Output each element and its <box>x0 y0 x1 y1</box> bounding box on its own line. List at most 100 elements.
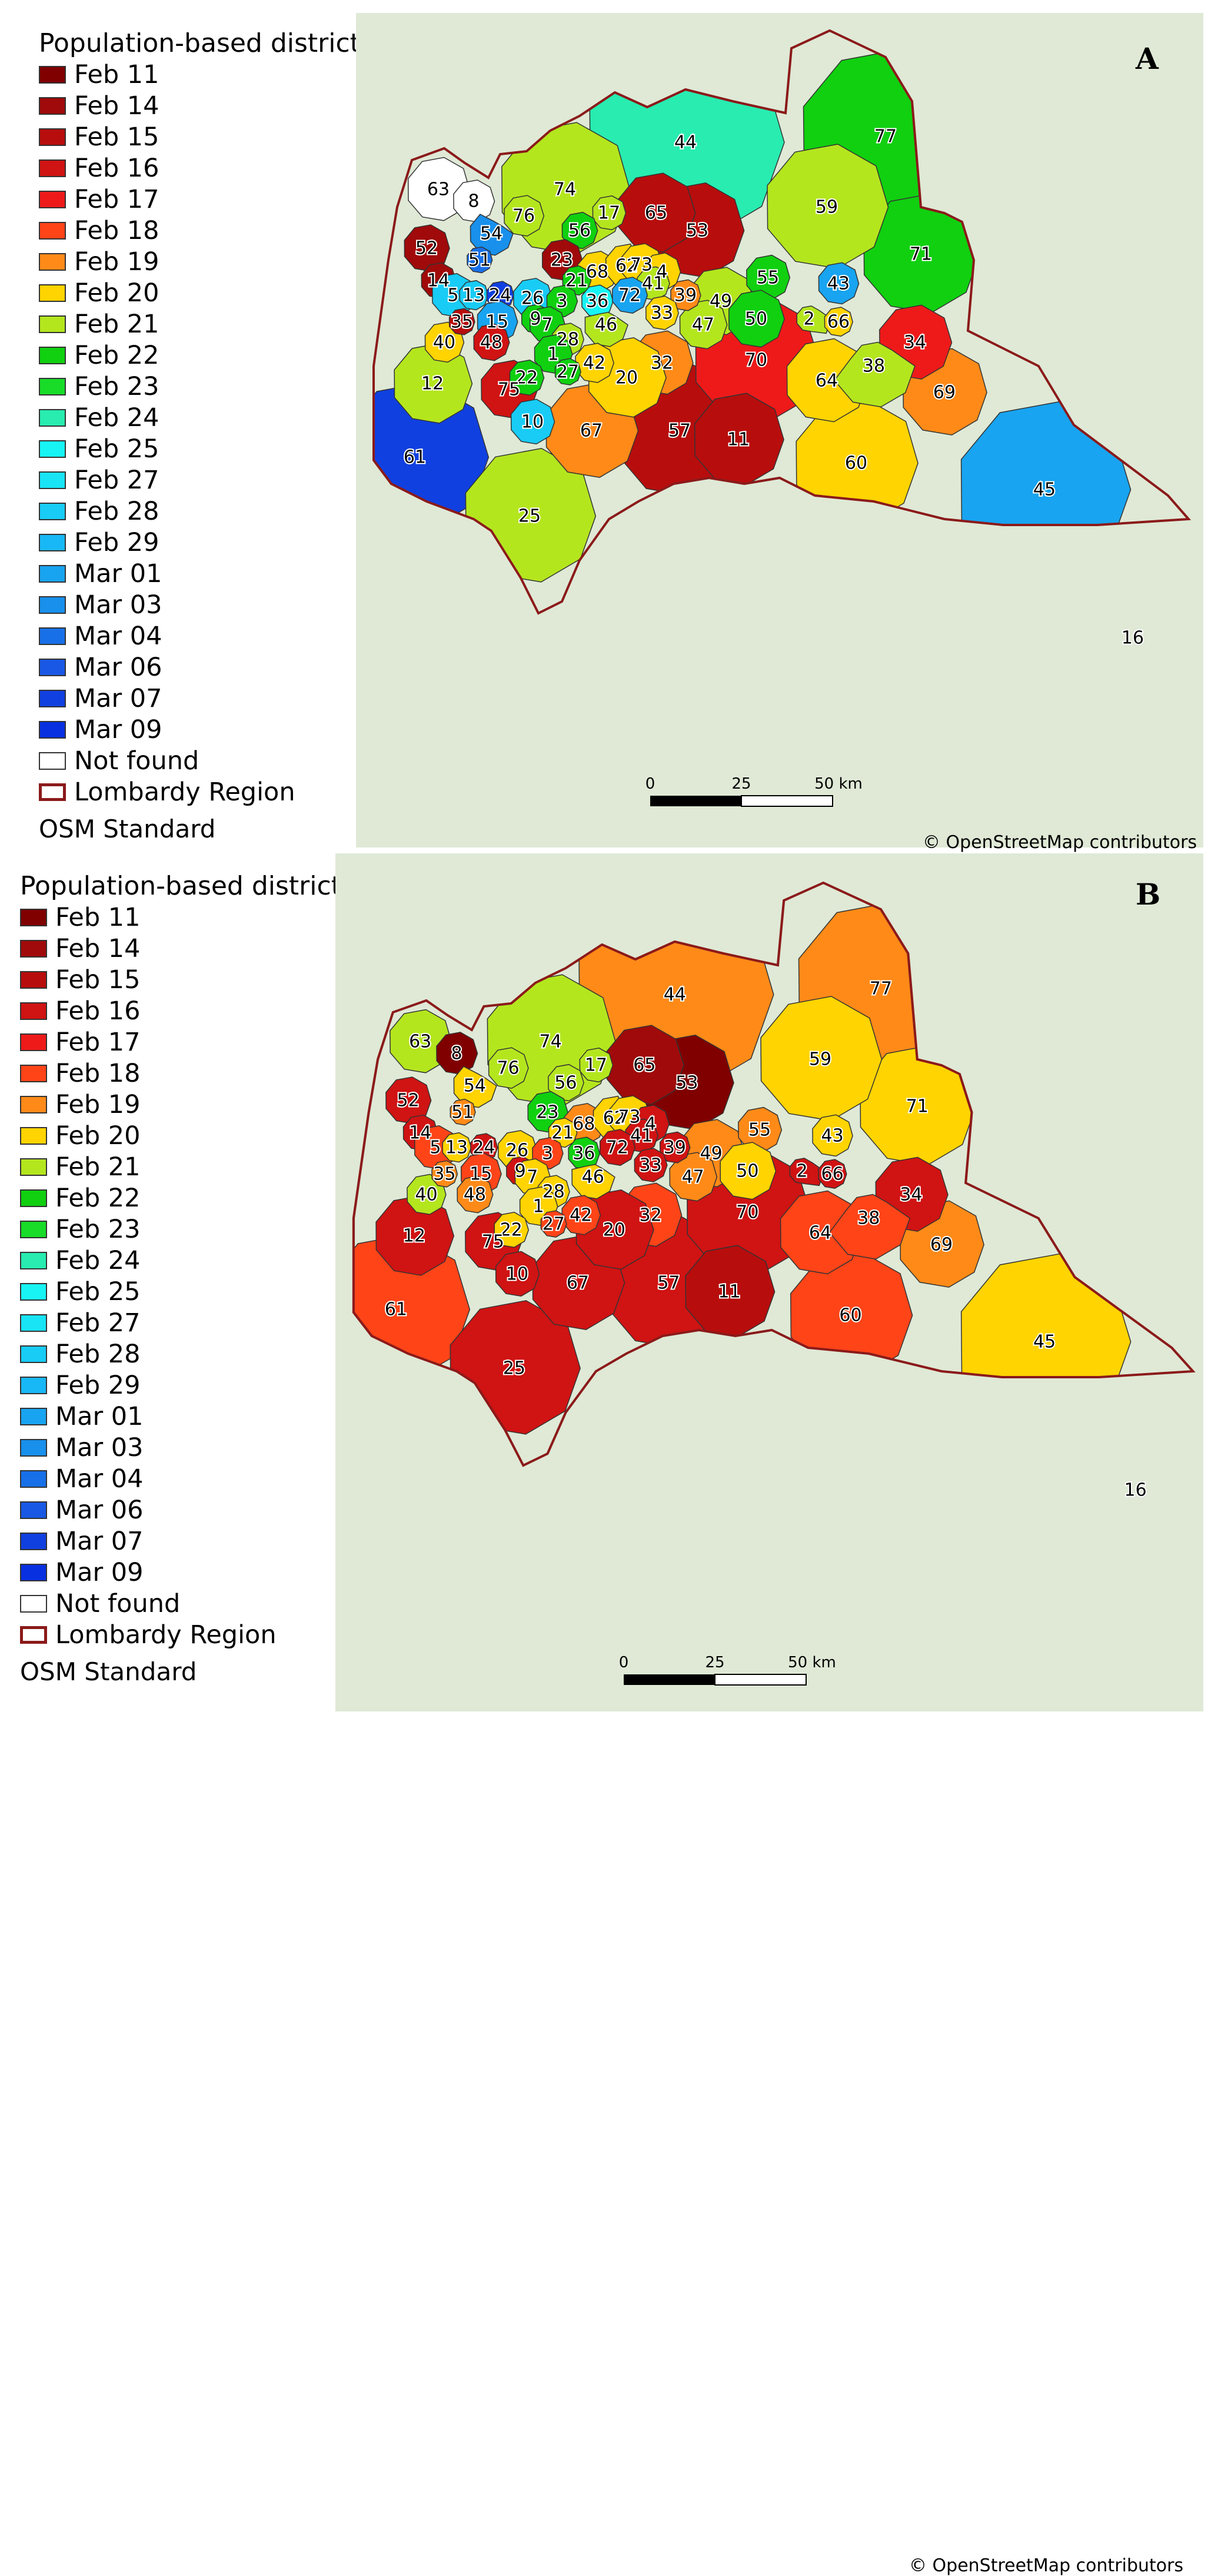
district-64[interactable] <box>786 338 868 423</box>
district-50[interactable] <box>728 290 785 348</box>
map-canvas[interactable]: 63 8 16 44 77 74 76 17 56 65 53 59 71 54 52 23 68 62 73 51 4… <box>356 13 1203 847</box>
district-76[interactable] <box>504 195 545 237</box>
legend-swatch <box>39 564 66 583</box>
district-51[interactable] <box>450 1098 476 1126</box>
district-label: 56 <box>568 221 591 241</box>
legend-swatch <box>39 284 66 302</box>
scale-bar-segment <box>624 1674 715 1685</box>
district-47[interactable] <box>679 300 728 350</box>
district-label: 39 <box>674 285 697 306</box>
district-17[interactable] <box>592 195 627 231</box>
district-72[interactable] <box>599 1129 636 1166</box>
legend-label: Feb 15 <box>55 965 141 995</box>
district-38[interactable] <box>834 341 916 408</box>
district-66[interactable] <box>824 307 853 337</box>
district-label: 49 <box>700 1144 723 1164</box>
district-38[interactable] <box>828 1194 911 1260</box>
district-label: 34 <box>900 1185 922 1205</box>
legend-swatch <box>39 252 66 271</box>
district-54[interactable] <box>470 214 514 256</box>
district-label: 52 <box>397 1091 420 1111</box>
district-10[interactable] <box>510 398 555 445</box>
district-22[interactable] <box>509 360 545 396</box>
district-label: 15 <box>486 312 508 333</box>
district-label: 3 <box>556 291 567 312</box>
district-39[interactable] <box>670 279 701 311</box>
district-27[interactable] <box>554 358 581 385</box>
district-64[interactable] <box>780 1190 862 1275</box>
district-label: 46 <box>582 1167 604 1188</box>
district-35[interactable] <box>431 1160 458 1188</box>
district-label: 38 <box>857 1208 880 1229</box>
district-56[interactable] <box>561 211 598 250</box>
district-13[interactable] <box>459 280 489 311</box>
district-35[interactable] <box>448 308 475 335</box>
district-label: 44 <box>674 132 697 153</box>
district-13[interactable] <box>442 1132 472 1163</box>
district-27[interactable] <box>540 1210 567 1238</box>
district-2[interactable] <box>796 305 832 334</box>
district-55[interactable] <box>738 1106 783 1152</box>
district-48[interactable] <box>457 1175 494 1214</box>
legend-item: Mar 06 <box>12 652 365 683</box>
district-51[interactable] <box>467 246 493 274</box>
district-11[interactable] <box>694 393 784 486</box>
legend-item: Mar 01 <box>18 1401 371 1432</box>
district-17[interactable] <box>579 1048 614 1083</box>
district-66[interactable] <box>818 1159 847 1189</box>
district-33[interactable] <box>645 295 679 330</box>
district-2[interactable] <box>789 1158 825 1186</box>
district-label: 61 <box>404 447 426 468</box>
legend-label: Feb 11 <box>55 902 141 932</box>
attribution[interactable]: © OpenStreetMap contributors <box>923 832 1197 853</box>
district-55[interactable] <box>746 254 791 300</box>
legend-item: Not found <box>12 745 365 776</box>
district-label: 27 <box>557 362 579 383</box>
legend-swatch <box>20 1095 47 1114</box>
district-47[interactable] <box>669 1152 718 1202</box>
district-48[interactable] <box>473 323 510 361</box>
district-21[interactable] <box>548 1118 578 1148</box>
district-46[interactable] <box>571 1164 615 1199</box>
district-72[interactable] <box>611 277 648 314</box>
district-label: 3 <box>542 1144 553 1164</box>
map-canvas[interactable]: 63 8 16 44 77 74 76 17 56 65 53 59 71 54 52 23 68 62 73 51 4… <box>335 853 1203 1711</box>
district-54[interactable] <box>453 1066 497 1108</box>
legend-item: Mar 03 <box>18 1432 371 1463</box>
legend-item: Feb 11 <box>18 902 371 933</box>
district-43[interactable] <box>812 1114 853 1157</box>
legend-swatch <box>39 440 66 458</box>
attribution[interactable]: © OpenStreetMap contributors <box>909 2555 1184 2576</box>
district-10[interactable] <box>495 1251 540 1297</box>
district-label: 28 <box>557 330 579 350</box>
district-33[interactable] <box>634 1148 668 1182</box>
district-39[interactable] <box>659 1131 691 1164</box>
district-50[interactable] <box>720 1142 777 1200</box>
district-label: 34 <box>904 333 926 353</box>
legend-swatch <box>39 752 66 770</box>
legend-item: Feb 16 <box>18 995 371 1026</box>
district-59[interactable] <box>760 996 883 1121</box>
legend-label: Feb 20 <box>74 278 159 308</box>
district-label: 62 <box>603 1108 625 1129</box>
legend-swatch <box>20 908 47 926</box>
district-43[interactable] <box>818 262 860 305</box>
legend-item: Feb 29 <box>12 527 365 558</box>
district-56[interactable] <box>548 1063 584 1102</box>
legend-label: Mar 09 <box>74 714 162 744</box>
district-label: 14 <box>427 271 450 291</box>
district-46[interactable] <box>584 311 628 347</box>
district-22[interactable] <box>494 1212 529 1248</box>
district-63[interactable] <box>390 1009 452 1073</box>
legend-label: Mar 01 <box>55 1401 144 1431</box>
district-11[interactable] <box>685 1245 776 1338</box>
district-59[interactable] <box>767 144 889 269</box>
legend-swatch <box>39 159 66 177</box>
district-label: 71 <box>906 1096 929 1117</box>
legend-swatch <box>39 627 66 645</box>
district-label: 71 <box>910 244 932 265</box>
district-76[interactable] <box>488 1047 529 1089</box>
legend-label: Feb 25 <box>74 434 159 464</box>
